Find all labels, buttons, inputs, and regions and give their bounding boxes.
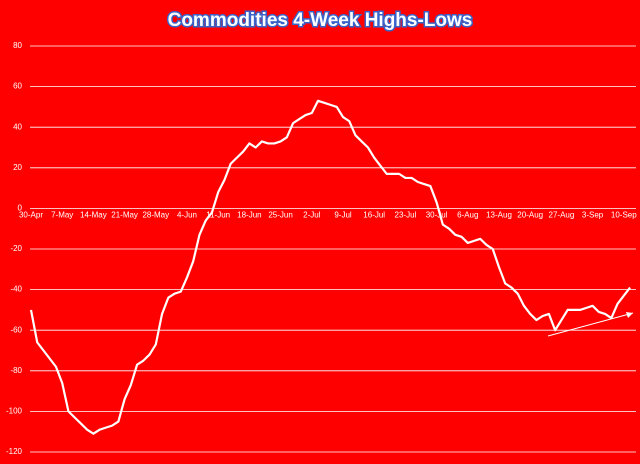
y-tick-label: 60 [13, 82, 22, 91]
x-tick-label: 4-Jun [177, 211, 197, 220]
x-tick-label: 21-May [111, 211, 138, 220]
x-tick-label: 23-Jul [395, 211, 417, 220]
x-tick-label: 20-Aug [517, 211, 543, 220]
x-tick-label: 16-Jul [363, 211, 385, 220]
trend-arrowhead [626, 312, 633, 318]
y-tick-label: -20 [10, 244, 22, 253]
x-tick-label: 18-Jun [237, 211, 261, 220]
x-tick-label: 14-May [80, 211, 107, 220]
x-tick-label: 30-Jul [426, 211, 448, 220]
y-tick-label: 80 [13, 41, 22, 50]
x-tick-label: 6-Aug [457, 211, 478, 220]
trend-arrow [547, 312, 634, 337]
y-tick-label: 0 [18, 204, 23, 213]
x-tick-label: 27-Aug [549, 211, 575, 220]
y-tick-label: -80 [10, 366, 22, 375]
y-tick-label: 40 [13, 122, 22, 131]
x-tick-label: 3-Sep [582, 211, 604, 220]
y-tick-label: -40 [10, 285, 22, 294]
y-tick-label: 20 [13, 163, 22, 172]
x-tick-label: 11-Jun [206, 211, 230, 220]
x-tick-label: 2-Jul [303, 211, 321, 220]
x-tick-label: 30-Apr [19, 211, 43, 220]
y-tick-label: -60 [10, 325, 22, 334]
x-tick-label: 9-Jul [334, 211, 352, 220]
x-tick-label: 28-May [142, 211, 169, 220]
data-line [29, 99, 631, 435]
x-tick-label: 13-Aug [486, 211, 512, 220]
x-tick-label: 10-Sep [611, 211, 637, 220]
y-tick-label: -120 [6, 447, 23, 456]
x-tick-label: 25-Jun [268, 211, 292, 220]
x-tick-label: 7-May [51, 211, 73, 220]
y-tick-label: -100 [6, 407, 23, 416]
chart-title: Commodities 4-Week Highs-Lows [168, 10, 473, 31]
